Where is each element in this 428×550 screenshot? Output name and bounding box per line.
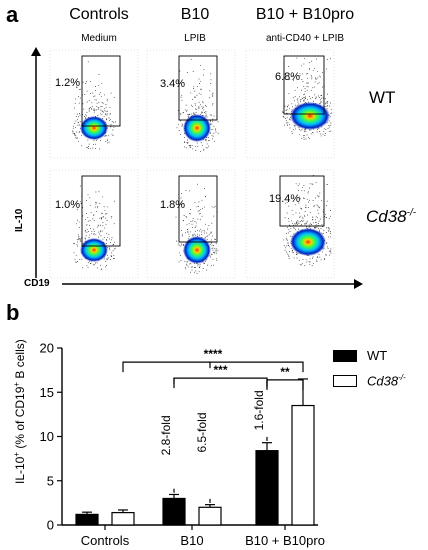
x-tick-label-0: Controls [81,533,130,548]
panel-a-letter: a [6,2,19,27]
fold-annotation-b10pro: 1.6-fold [252,390,266,430]
legend-wt-swatch [333,349,357,362]
bar-0-0 [75,513,99,526]
genotype-cd38-text: Cd38 [366,207,407,226]
sig-bracket-b10pro-wt-vs-ko-label: ** [280,365,290,379]
y-tick-label-1: 5 [47,473,54,488]
column-header-b10: B10 [180,6,210,23]
x-tick-label-1: B10 [180,533,203,548]
legend-cd38-sup: -/- [398,373,406,382]
bar-1-1 [198,506,222,526]
flow-gate-1-1 [178,175,218,243]
bar-0-1 [162,497,186,526]
pct-ko-b10pro: 19.4% [269,193,301,205]
genotype-wt-label: WT [369,88,396,107]
flow-density-blob-1-2 [290,228,326,256]
flow-density-blob-0-0 [80,116,108,140]
flow-density-blob-1-1 [183,236,211,264]
flow-gate-0-2 [283,55,325,115]
bar-1-2 [291,404,315,526]
y-tick-label-2: 10 [40,429,54,444]
flow-gate-1-0 [81,175,121,247]
cd19-axis-arrow [354,279,363,289]
legend-wt: WT [333,348,387,363]
flow-density-blob-0-1 [183,114,211,142]
y-tick-label-4: 20 [40,341,54,356]
column-sub-lpib: LPIB [184,33,206,44]
column-sub-anticd40: anti-CD40 + LPIB [265,33,345,44]
flow-plot-frame-1-2 [245,169,335,279]
flow-gate-1-2 [279,175,325,227]
sig-bracket-wt-b10-vs-b10pro: *** [173,363,268,389]
sig-bracket-b10pro-wt-vs-ko: ** [266,365,304,390]
il10-axis-arrow [31,47,41,56]
genotype-cd38-sup: -/- [406,207,417,219]
legend-wt-label: WT [367,348,388,363]
sig-bracket-wt-b10-vs-b10pro-label: *** [213,363,227,377]
pct-wt-b10pro: 6.8% [275,71,301,83]
cd19-axis-label: CD19 [24,278,50,289]
pct-wt-b10: 3.4% [160,78,186,90]
panel-b-letter: b [6,300,20,325]
flow-density-blob-1-0 [80,238,108,262]
sig-bracket-b10-vs-b10pro: **** [122,347,304,373]
flow-density-blob-0-2 [290,102,330,130]
flow-plot-frame-0-1 [146,49,236,159]
fold-annotation-wt: 2.8-fold [159,415,173,455]
legend-cd38: Cd38-/- [333,373,406,388]
bar-1-0 [111,512,135,526]
legend-cd38-swatch [333,374,357,387]
column-header-controls: Controls [69,6,129,23]
pct-wt-controls: 1.2% [55,77,81,89]
flow-plot-frame-0-2 [245,49,335,159]
bar-0-2 [255,450,279,526]
legend-cd38-label: Cd38-/- [367,373,406,388]
flow-gate-0-1 [178,55,218,121]
genotype-cd38-label: Cd38-/- [366,207,416,227]
y-tick-label-0: 0 [47,518,54,533]
flow-plots [31,47,363,289]
legend-cd38-text: Cd38 [367,373,399,389]
sig-bracket-b10-vs-b10pro-label: **** [204,347,223,361]
x-tick-label-2: B10 + B10pro [245,533,325,548]
flow-gate-0-0 [81,55,121,127]
flow-plot-frame-0-0 [49,49,139,159]
pct-ko-b10: 1.8% [160,199,186,211]
column-header-b10pro: B10 + B10pro [255,6,355,23]
y-tick-label-3: 15 [40,385,54,400]
pct-ko-controls: 1.0% [55,199,81,211]
fold-annotation-ko: 6.5-fold [195,413,209,453]
column-sub-medium: Medium [81,33,117,44]
il10-axis-label: IL-10 [14,208,25,232]
